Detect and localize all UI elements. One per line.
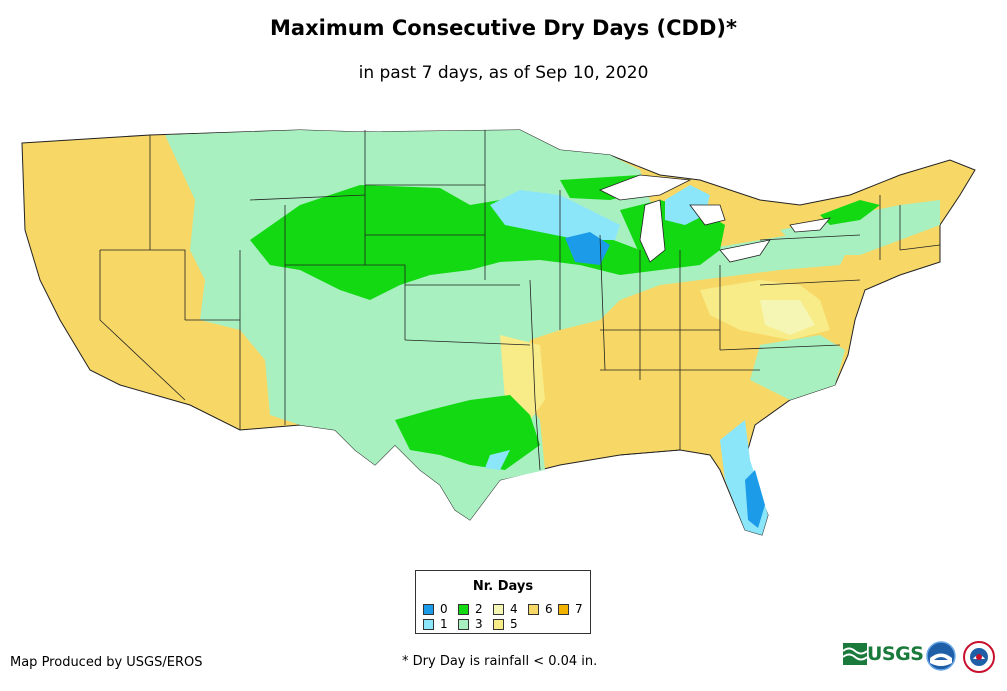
cdd-1-day-iowa xyxy=(490,190,620,240)
us-cdd-map xyxy=(21,129,976,536)
cdd-4-day-region xyxy=(760,300,815,335)
legend-label-2: 2 xyxy=(475,602,483,616)
legend-label-4: 4 xyxy=(510,602,518,616)
map-credit: Map Produced by USGS/EROS xyxy=(10,655,203,670)
usgs-logo-text: USGS xyxy=(867,643,924,665)
legend-swatch-4 xyxy=(493,603,504,615)
cdd-1-day-texas-gulf xyxy=(485,450,510,470)
legend-swatch-6 xyxy=(528,603,539,615)
legend-label-3: 3 xyxy=(475,617,483,631)
legend-swatch-3 xyxy=(458,618,469,630)
cdd-0-day-florida xyxy=(745,470,765,528)
cdd-2-day-plains xyxy=(250,185,660,300)
great-lakes xyxy=(599,174,832,263)
usgs-wave-icon xyxy=(843,643,867,665)
legend-item-3: 3 xyxy=(458,617,483,631)
legend-label-7: 7 xyxy=(575,602,583,616)
legend-swatch-0 xyxy=(423,603,434,615)
usgs-logo: USGS xyxy=(843,643,924,665)
legend-item-5: 5 xyxy=(493,617,518,631)
noaa-logo-icon xyxy=(926,641,956,671)
cdd-2-day-new-york xyxy=(820,200,880,225)
legend-item-1: 1 xyxy=(423,617,448,631)
legend-item-2: 2 xyxy=(458,602,483,616)
nws-logo-icon xyxy=(963,641,995,673)
legend-swatch-1 xyxy=(423,618,434,630)
legend-label-0: 0 xyxy=(440,602,448,616)
map-title: Maximum Consecutive Dry Days (CDD)* xyxy=(270,16,737,40)
legend: Nr. Days 0 1 2 3 4 5 6 7 xyxy=(415,570,591,634)
legend-swatch-2 xyxy=(458,603,469,615)
map-subtitle: in past 7 days, as of Sep 10, 2020 xyxy=(358,63,649,83)
legend-swatch-7 xyxy=(558,603,569,615)
state-boundaries xyxy=(99,130,941,471)
cdd-2-day-texas xyxy=(395,395,540,470)
legend-label-5: 5 xyxy=(510,617,518,631)
legend-item-7: 7 xyxy=(558,602,583,616)
cdd-0-day-illinois xyxy=(565,232,610,265)
legend-label-1: 1 xyxy=(440,617,448,631)
legend-label-6: 6 xyxy=(545,602,553,616)
legend-title: Nr. Days xyxy=(472,579,534,594)
legend-item-6: 6 xyxy=(528,602,553,616)
legend-item-0: 0 xyxy=(423,602,448,616)
dry-day-footnote: * Dry Day is rainfall < 0.04 in. xyxy=(402,654,598,669)
legend-swatch-5 xyxy=(493,618,504,630)
legend-item-4: 4 xyxy=(493,602,518,616)
cdd-3-day-southeast xyxy=(750,335,845,400)
